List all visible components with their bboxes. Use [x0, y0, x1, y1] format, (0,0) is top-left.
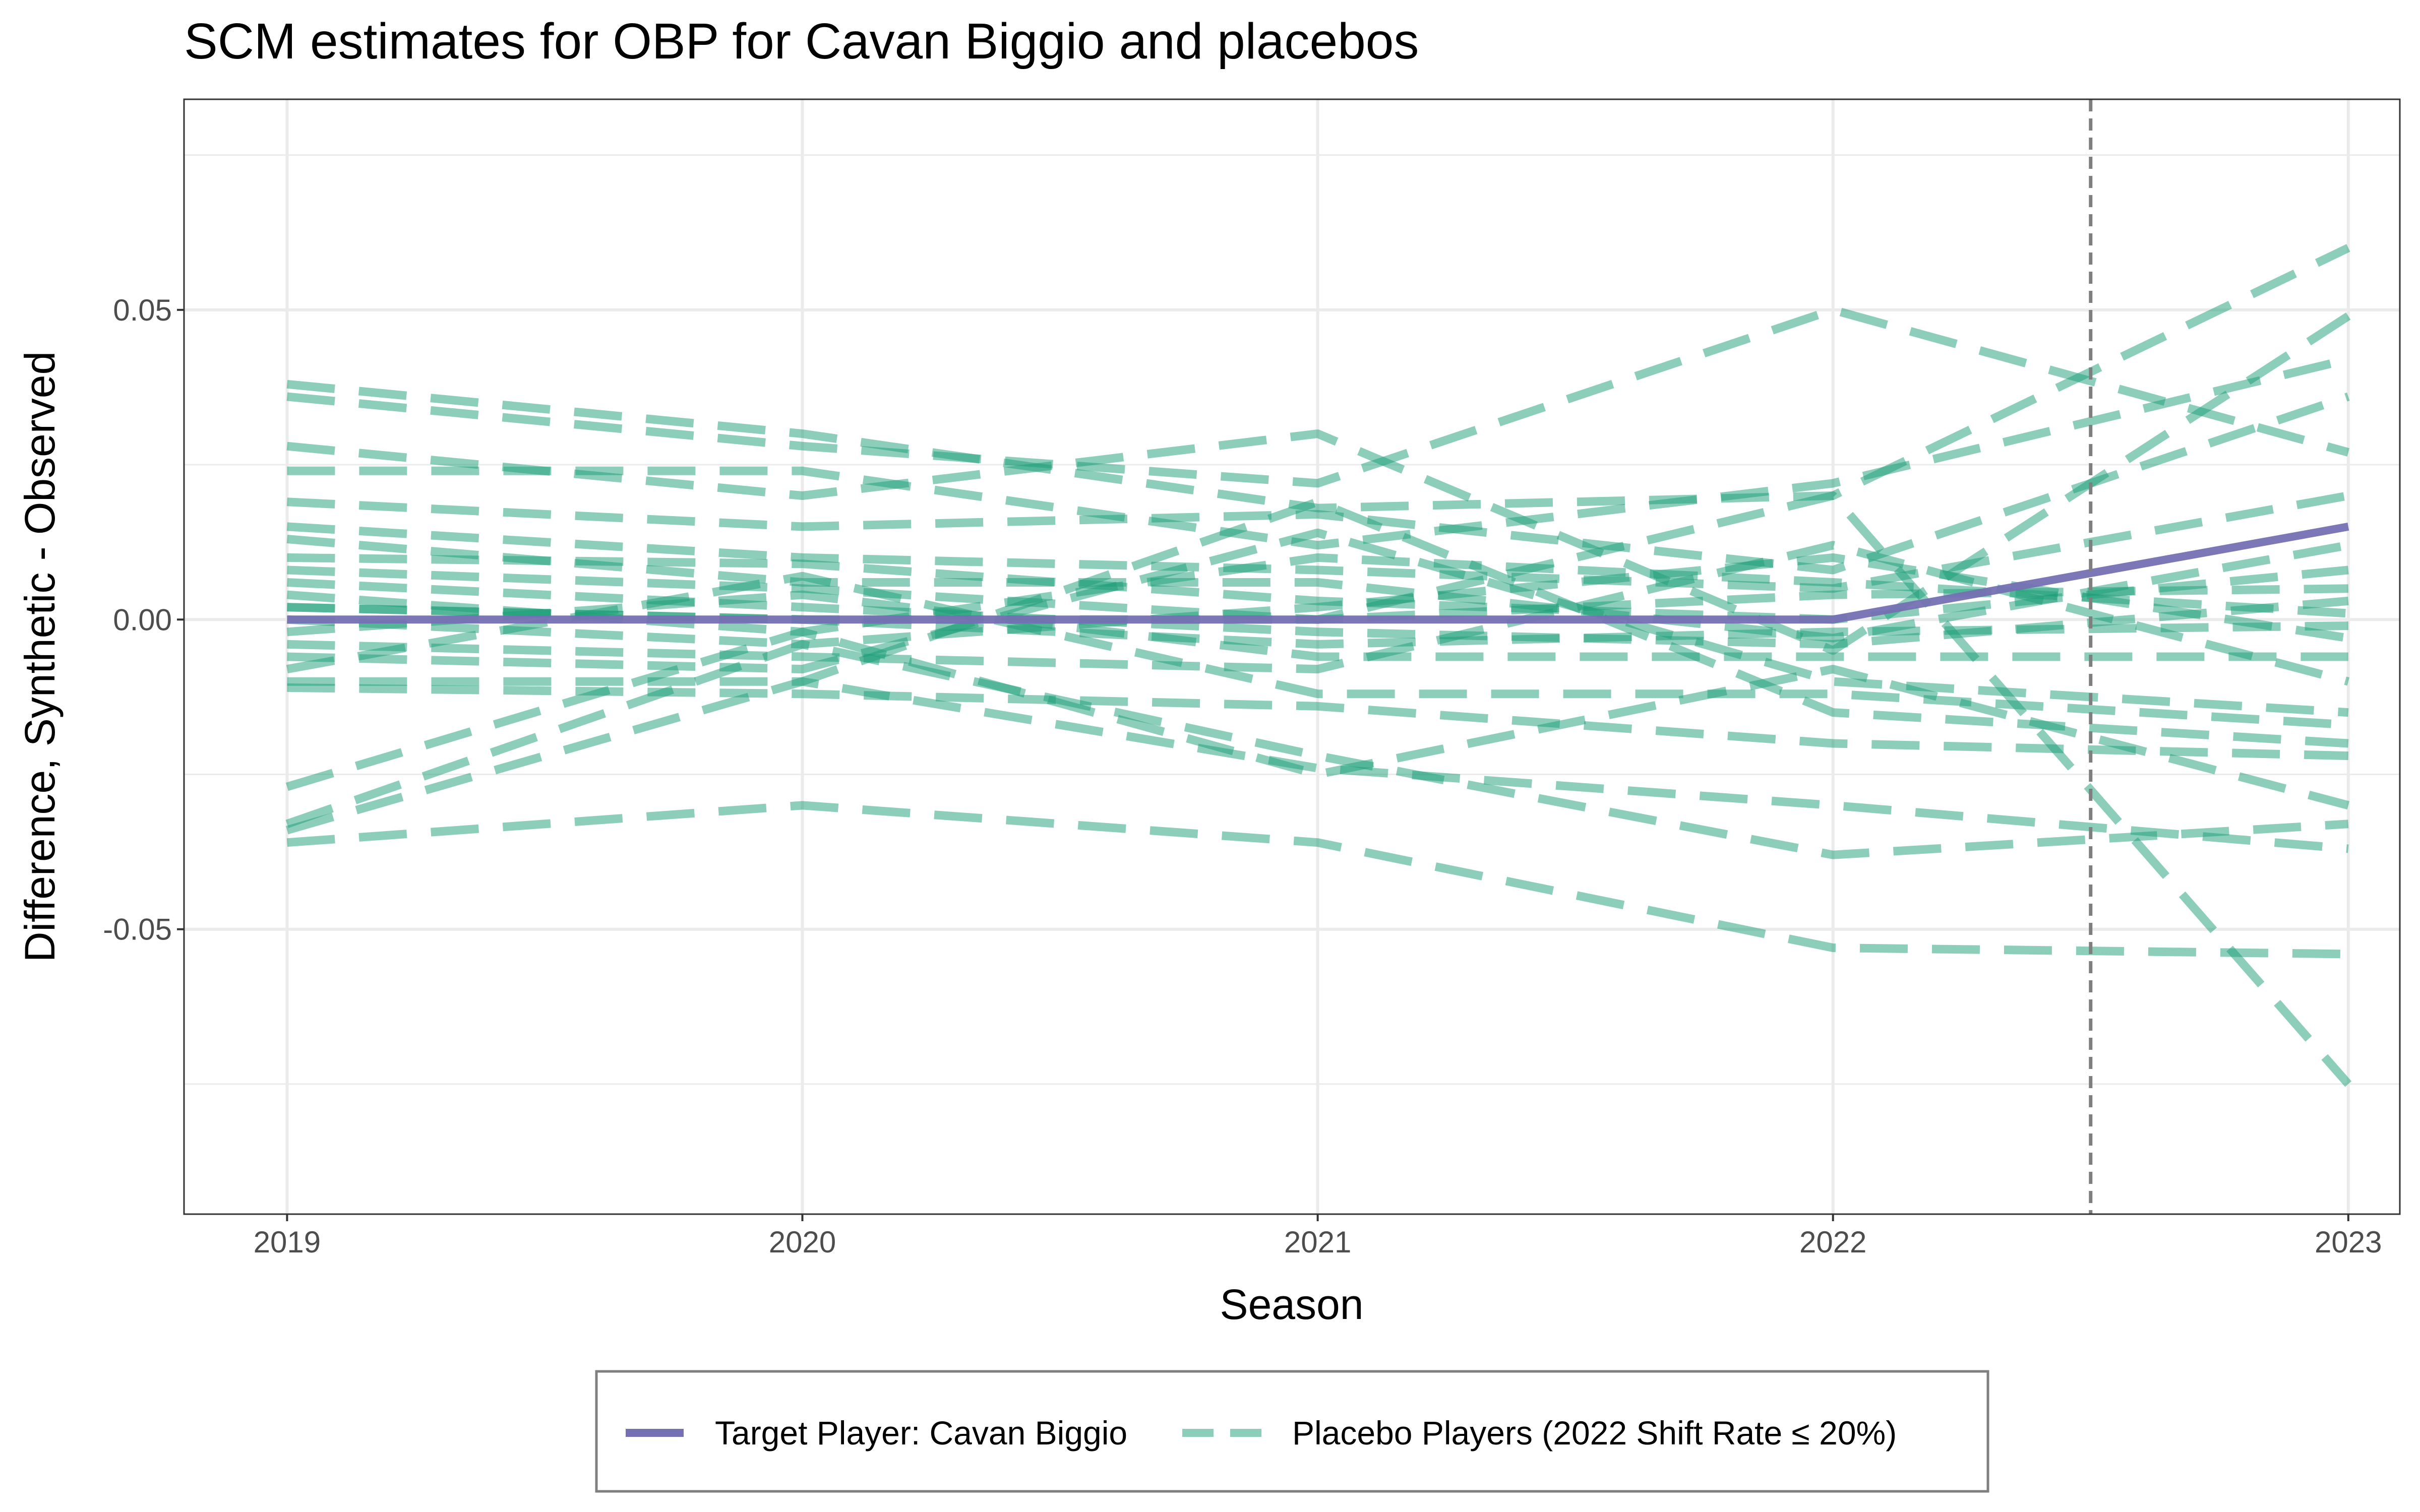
placebo-series-line [286, 553, 2349, 649]
placebo-series-line [286, 305, 2350, 488]
placebo-series-line [287, 683, 2349, 761]
placebo-series-line [285, 627, 2349, 810]
target-series-group [287, 523, 2349, 624]
legend-label-placebo: Placebo Players (2022 Shift Rate ≤ 20%) [1292, 1414, 1897, 1452]
placebo-series-line [287, 603, 2348, 649]
placebo-series-line [286, 590, 2348, 661]
y-tick-label: 0.00 [113, 603, 172, 637]
legend-box [595, 1370, 1989, 1493]
x-tick-label: 2020 [769, 1225, 836, 1259]
x-tick-label: 2021 [1284, 1225, 1351, 1259]
x-axis-title: Season [1220, 1281, 1364, 1328]
target-series-line [287, 523, 2349, 624]
placebo-series-line [286, 677, 2349, 853]
y-tick-label: 0.05 [113, 293, 172, 327]
y-tick-label: -0.05 [103, 913, 172, 947]
chart-title: SCM estimates for OBP for Cavan Biggio a… [184, 13, 1419, 70]
legend: Target Player: Cavan Biggio Placebo Play… [595, 1370, 1989, 1493]
placebo-series-line [286, 392, 2350, 575]
plot-panel [183, 98, 2401, 1215]
placebo-series-line [286, 801, 2348, 959]
x-tick-label: 2019 [254, 1225, 321, 1259]
placebo-series-line [285, 640, 2349, 859]
placebo-series-line [286, 578, 2349, 649]
x-axis: 2019 2020 2021 2022 2023 [254, 1214, 2382, 1259]
placebo-series-line [286, 491, 2349, 593]
placebo-series-line [287, 355, 2349, 550]
placebo-series-line [286, 572, 2349, 729]
y-axis-title: Difference, Synthetic - Observed [16, 351, 64, 962]
placebo-series-line [286, 244, 2350, 513]
x-tick-label: 2022 [1799, 1225, 1866, 1259]
placebo-series-line [286, 312, 2351, 655]
x-tick-label: 2023 [2315, 1225, 2382, 1259]
placebo-series-line [286, 553, 2349, 637]
placebo-series-line [287, 553, 2349, 624]
placebo-series-line [286, 535, 2349, 643]
legend-label-target: Target Player: Cavan Biggio [715, 1414, 1127, 1452]
y-axis: -0.05 0.00 0.05 [103, 293, 184, 947]
